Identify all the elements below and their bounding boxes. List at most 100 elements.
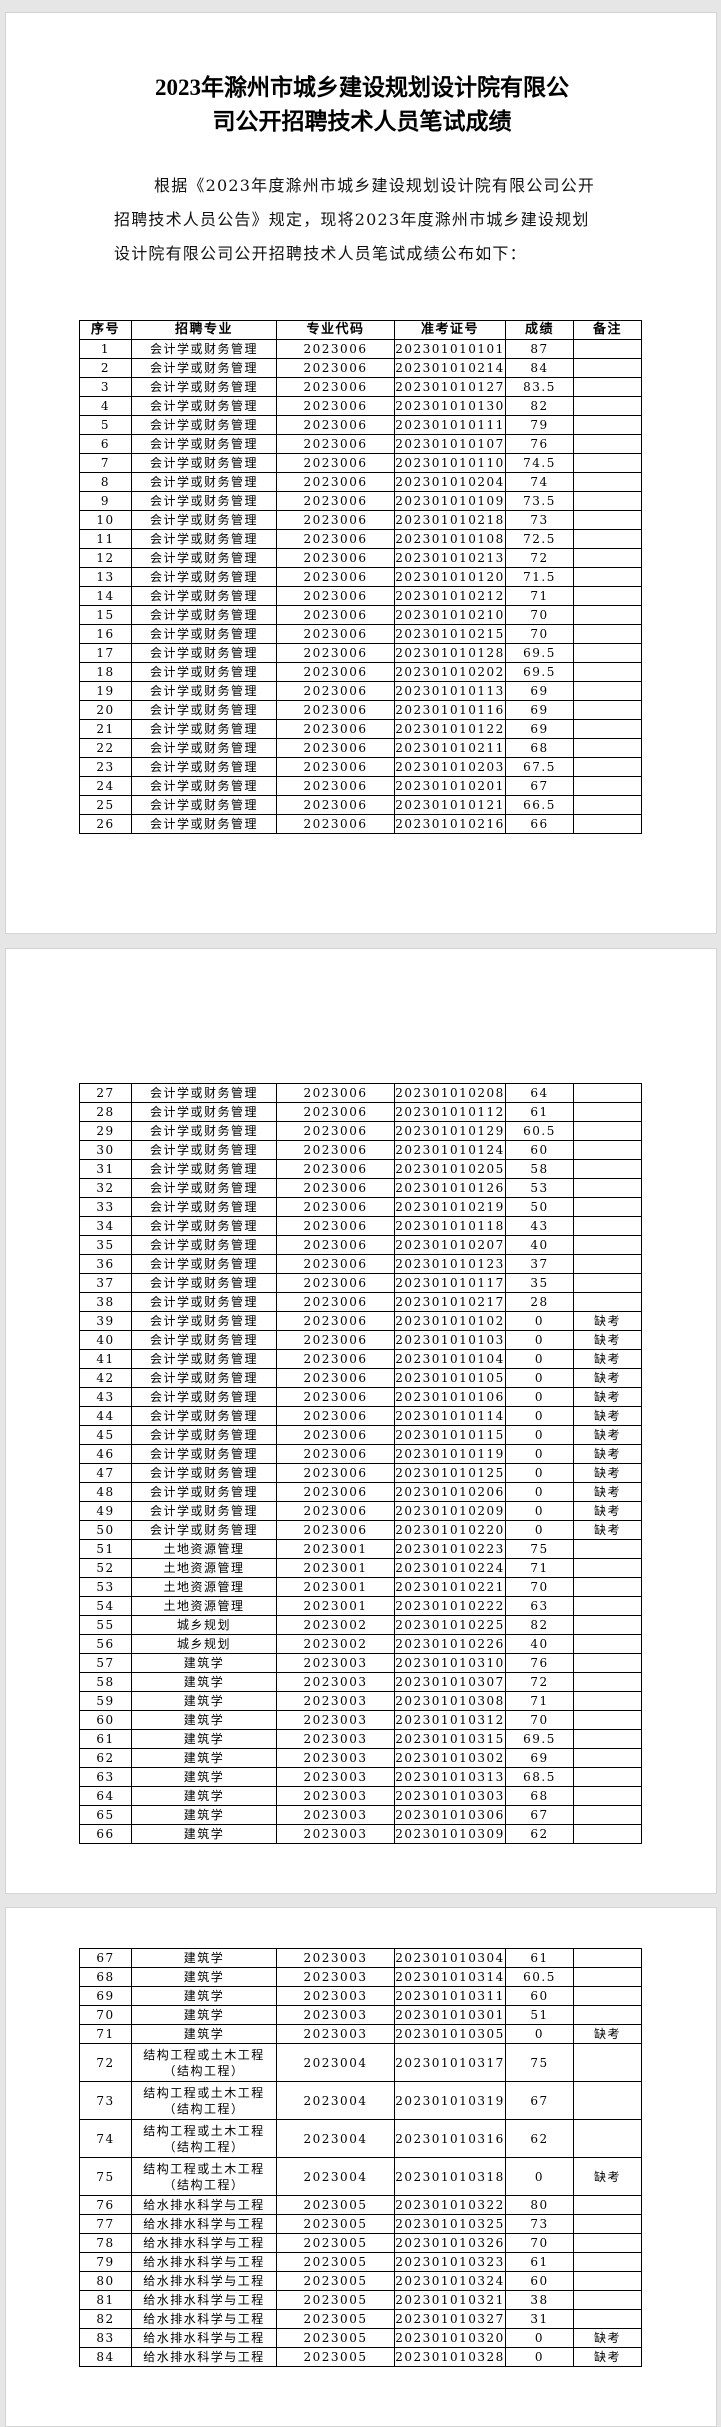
table-row: 30 会计学或财务管理 2023006 202301010124 60: [79, 1140, 642, 1160]
cell-major: 给水排水科学与工程: [131, 2328, 277, 2348]
cell-code: 2023006: [276, 472, 395, 492]
cell-note: 缺考: [573, 1501, 642, 1521]
cell-score: 72.5: [505, 529, 574, 549]
table-row: 27 会计学或财务管理 2023006 202301010208 64: [79, 1083, 642, 1103]
cell-code: 2023006: [276, 1387, 395, 1407]
cell-code: 2023006: [276, 643, 395, 663]
cell-exam-id: 202301010225: [394, 1615, 506, 1635]
cell-score: 61: [505, 1102, 574, 1122]
cell-major: 土地资源管理: [131, 1539, 277, 1559]
cell-code: 2023005: [276, 2233, 395, 2253]
cell-score: 63: [505, 1596, 574, 1616]
cell-major: 会计学或财务管理: [131, 1311, 277, 1331]
cell-note: 缺考: [573, 1406, 642, 1426]
table-row: 2 会计学或财务管理 2023006 202301010214 84: [79, 358, 642, 378]
table-row: 51 土地资源管理 2023001 202301010223 75: [79, 1539, 642, 1559]
cell-major: 给水排水科学与工程: [131, 2252, 277, 2272]
cell-score: 71.5: [505, 567, 574, 587]
cell-seq: 2: [79, 358, 132, 378]
cell-score: 76: [505, 434, 574, 454]
cell-score: 80: [505, 2195, 574, 2215]
cell-major: 结构工程或土木工程（结构工程）: [131, 2043, 277, 2082]
table-row: 46 会计学或财务管理 2023006 202301010119 0 缺考: [79, 1444, 642, 1464]
cell-exam-id: 202301010305: [394, 2024, 506, 2044]
cell-seq: 57: [79, 1653, 132, 1673]
cell-code: 2023006: [276, 1197, 395, 1217]
cell-code: 2023006: [276, 1102, 395, 1122]
cell-score: 67: [505, 1805, 574, 1825]
cell-note: [573, 2195, 642, 2215]
cell-note: [573, 662, 642, 682]
cell-score: 66.5: [505, 795, 574, 815]
cell-code: 2023006: [276, 1520, 395, 1540]
cell-exam-id: 202301010303: [394, 1786, 506, 1806]
cell-major: 建筑学: [131, 1653, 277, 1673]
table-row: 44 会计学或财务管理 2023006 202301010114 0 缺考: [79, 1406, 642, 1426]
cell-major: 会计学或财务管理: [131, 1102, 277, 1122]
cell-seq: 75: [79, 2157, 132, 2196]
cell-major: 会计学或财务管理: [131, 529, 277, 549]
cell-code: 2023005: [276, 2271, 395, 2291]
cell-note: [573, 1710, 642, 1730]
table-row: 69 建筑学 2023003 202301010311 60: [79, 1986, 642, 2006]
cell-code: 2023003: [276, 2005, 395, 2025]
cell-score: 83.5: [505, 377, 574, 397]
cell-seq: 69: [79, 1986, 132, 2006]
cell-major: 建筑学: [131, 1729, 277, 1749]
cell-code: 2023004: [276, 2157, 395, 2196]
cell-exam-id: 202301010101: [394, 339, 506, 359]
document-page-1: 2023年滁州市城乡建设规划设计院有限公 司公开招聘技术人员笔试成绩 根据《20…: [5, 12, 717, 934]
cell-seq: 49: [79, 1501, 132, 1521]
cell-seq: 46: [79, 1444, 132, 1464]
cell-exam-id: 202301010220: [394, 1520, 506, 1540]
cell-score: 60: [505, 1986, 574, 2006]
cell-major: 土地资源管理: [131, 1596, 277, 1616]
cell-seq: 20: [79, 700, 132, 720]
cell-code: 2023005: [276, 2290, 395, 2310]
table-row: 22 会计学或财务管理 2023006 202301010211 68: [79, 738, 642, 758]
cell-major: 会计学或财务管理: [131, 643, 277, 663]
title-line-2: 司公开招聘技术人员笔试成绩: [212, 109, 512, 134]
cell-note: [573, 1083, 642, 1103]
cell-score: 71: [505, 1691, 574, 1711]
cell-major: 建筑学: [131, 2024, 277, 2044]
cell-major: 会计学或财务管理: [131, 681, 277, 701]
cell-major: 会计学或财务管理: [131, 624, 277, 644]
cell-major: 会计学或财务管理: [131, 1178, 277, 1198]
table-row: 40 会计学或财务管理 2023006 202301010103 0 缺考: [79, 1330, 642, 1350]
cell-note: 缺考: [573, 1463, 642, 1483]
table-row: 81 给水排水科学与工程 2023005 202301010321 38: [79, 2290, 642, 2310]
title-line-1: 2023年滁州市城乡建设规划设计院有限公: [155, 75, 569, 100]
cell-note: [573, 1273, 642, 1293]
cell-code: 2023006: [276, 1292, 395, 1312]
cell-score: 60.5: [505, 1967, 574, 1987]
table-row: 70 建筑学 2023003 202301010301 51: [79, 2005, 642, 2025]
cell-exam-id: 202301010210: [394, 605, 506, 625]
cell-seq: 80: [79, 2271, 132, 2291]
cell-major: 会计学或财务管理: [131, 1463, 277, 1483]
cell-seq: 7: [79, 453, 132, 473]
cell-score: 70: [505, 1710, 574, 1730]
cell-code: 2023006: [276, 1330, 395, 1350]
table-row: 25 会计学或财务管理 2023006 202301010121 66.5: [79, 795, 642, 815]
document-title: 2023年滁州市城乡建设规划设计院有限公 司公开招聘技术人员笔试成绩: [6, 71, 718, 139]
cell-exam-id: 202301010316: [394, 2119, 506, 2158]
cell-major: 会计学或财务管理: [131, 491, 277, 511]
cell-note: [573, 1824, 642, 1844]
cell-seq: 65: [79, 1805, 132, 1825]
cell-major: 会计学或财务管理: [131, 1501, 277, 1521]
cell-major: 建筑学: [131, 1691, 277, 1711]
cell-exam-id: 202301010211: [394, 738, 506, 758]
cell-note: [573, 605, 642, 625]
cell-major: 给水排水科学与工程: [131, 2271, 277, 2291]
table-row: 14 会计学或财务管理 2023006 202301010212 71: [79, 586, 642, 606]
cell-major: 给水排水科学与工程: [131, 2290, 277, 2310]
table-row: 78 给水排水科学与工程 2023005 202301010326 70: [79, 2233, 642, 2253]
table-row: 67 建筑学 2023003 202301010304 61: [79, 1948, 642, 1968]
cell-score: 67.5: [505, 757, 574, 777]
cell-note: 缺考: [573, 1349, 642, 1369]
cell-seq: 48: [79, 1482, 132, 1502]
table-row: 13 会计学或财务管理 2023006 202301010120 71.5: [79, 567, 642, 587]
cell-major: 建筑学: [131, 1986, 277, 2006]
cell-code: 2023006: [276, 624, 395, 644]
